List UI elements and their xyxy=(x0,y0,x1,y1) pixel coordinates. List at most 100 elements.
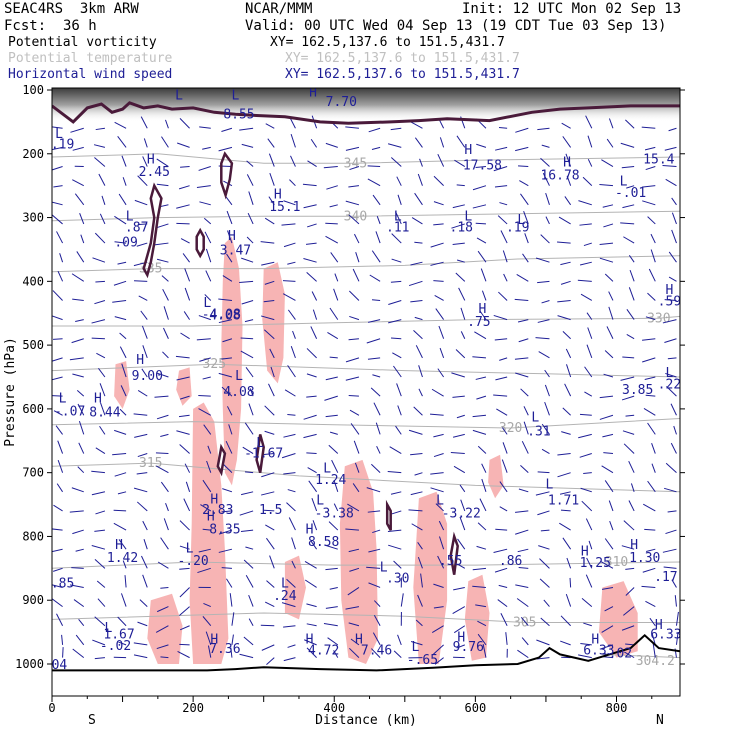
wind-arrow xyxy=(413,406,423,416)
wind-arrow xyxy=(307,160,317,167)
wind-arrow xyxy=(539,578,550,588)
wind-arrow xyxy=(312,309,318,320)
wind-arrow xyxy=(642,567,656,573)
wind-arrow xyxy=(179,625,190,631)
wind-arrow xyxy=(74,193,85,206)
wind-arrow xyxy=(290,346,296,359)
wind-arrow xyxy=(642,338,656,341)
wind-arrow xyxy=(121,155,127,167)
wind-arrow xyxy=(523,211,529,225)
wind-arrow xyxy=(114,472,127,477)
wind-arrow xyxy=(310,326,318,339)
wind-arrow xyxy=(75,319,84,322)
wind-arrow xyxy=(564,196,572,206)
wind-arrow xyxy=(218,298,232,301)
wind-arrow xyxy=(438,325,445,339)
wind-arrow xyxy=(587,327,593,339)
wind-arrow xyxy=(588,540,593,550)
wind-arrow xyxy=(544,369,550,378)
wind-arrow xyxy=(372,194,381,206)
wind-arrow xyxy=(244,422,254,435)
wind-arrow xyxy=(628,460,635,473)
wind-arrow xyxy=(176,204,190,209)
wind-arrow xyxy=(544,401,550,416)
pv-shaded-region xyxy=(413,491,448,664)
wind-arrow xyxy=(366,566,381,569)
wind-arrow xyxy=(176,430,190,435)
wind-arrow xyxy=(328,521,339,531)
wind-arrow xyxy=(53,338,63,340)
pv-shaded-region xyxy=(262,262,285,384)
wind-arrow xyxy=(453,465,466,474)
wind-arrow xyxy=(119,332,127,340)
wind-arrow xyxy=(625,567,635,570)
wind-arrow xyxy=(165,119,169,129)
extrema-marker: L xyxy=(546,478,554,493)
wind-arrow xyxy=(283,472,296,475)
wind-arrow xyxy=(184,268,191,282)
theta-contour xyxy=(52,255,680,273)
wind-arrow xyxy=(371,250,381,263)
wind-arrow xyxy=(433,453,444,458)
wind-arrow xyxy=(52,357,63,362)
wind-arrow xyxy=(114,241,127,244)
wind-arrow xyxy=(664,338,677,343)
wind-arrow xyxy=(583,242,592,247)
wind-arrow xyxy=(78,442,85,454)
wind-arrow xyxy=(248,618,254,626)
wind-arrow xyxy=(414,316,423,321)
wind-arrow xyxy=(142,574,148,588)
legend-pv-xy: XY= 162.5,137.6 to 151.5,431.7 xyxy=(270,35,505,50)
pv-shaded-region xyxy=(114,361,130,409)
wind-arrow xyxy=(225,195,233,206)
wind-arrow xyxy=(599,257,614,263)
legend-pv-name: Potential vorticity xyxy=(8,35,157,50)
wind-arrow xyxy=(499,357,508,361)
wind-arrow xyxy=(244,471,254,474)
wind-arrow xyxy=(472,204,487,209)
wind-arrow xyxy=(118,641,127,646)
theta-contour-label: 345 xyxy=(344,156,367,171)
wind-speed-label: 4.08 xyxy=(223,385,254,400)
wind-arrow xyxy=(520,464,529,474)
wind-arrow xyxy=(562,407,571,416)
wind-arrow xyxy=(566,557,572,569)
wind-arrow xyxy=(133,654,148,659)
pv-value-label: .11 xyxy=(386,221,409,236)
wind-arrow xyxy=(476,143,487,148)
wind-arrow xyxy=(545,216,550,225)
wind-arrow xyxy=(329,586,338,590)
wind-arrow xyxy=(112,299,127,303)
wind-arrow xyxy=(581,500,593,512)
wind-arrow xyxy=(481,290,487,301)
wind-arrow xyxy=(396,383,402,397)
wind-arrow xyxy=(263,453,275,455)
wind-arrow xyxy=(75,634,85,646)
wind-arrow xyxy=(376,445,381,454)
wind-arrow xyxy=(565,153,572,167)
wind-arrow xyxy=(420,573,423,588)
wind-arrow xyxy=(245,546,254,550)
wind-arrow xyxy=(536,657,550,660)
wind-arrow xyxy=(161,275,169,282)
extrema-marker: H xyxy=(210,633,218,648)
wind-arrow xyxy=(520,616,529,627)
wind-arrow xyxy=(306,452,317,455)
wind-arrow xyxy=(185,481,191,492)
wind-arrow xyxy=(157,561,169,569)
wind-arrow xyxy=(599,414,614,420)
wind-arrow xyxy=(557,241,571,244)
wind-speed-label: 9.76 xyxy=(453,640,484,655)
pv-value-label: .22 xyxy=(658,377,681,392)
wind-arrow xyxy=(69,357,84,361)
wind-arrow xyxy=(502,250,508,263)
wind-arrow xyxy=(433,606,444,609)
wind-arrow xyxy=(621,545,635,550)
wind-arrow xyxy=(323,622,338,627)
wind-arrow xyxy=(283,200,296,206)
pv-value-label: -1.67 xyxy=(244,446,283,461)
wind-arrow xyxy=(184,463,191,473)
wind-arrow xyxy=(248,403,254,416)
wind-arrow xyxy=(331,459,339,473)
wind-arrow xyxy=(76,390,85,397)
